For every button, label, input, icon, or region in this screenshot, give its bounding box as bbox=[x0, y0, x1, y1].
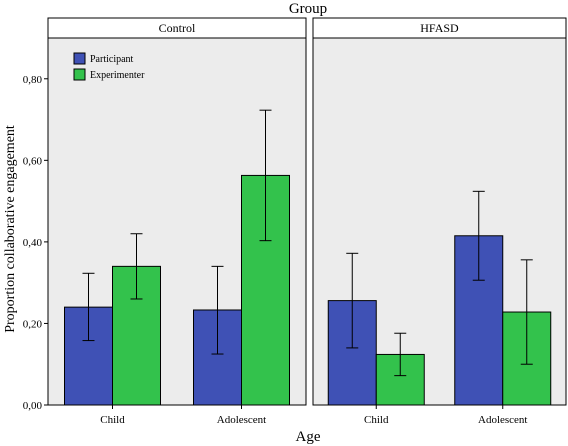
x-tick-label: Child bbox=[100, 414, 125, 426]
bar-participant bbox=[327, 300, 377, 406]
plot-area: 0,00 0,20 0,40 0,60 0,80 Control Child Adolesce… bbox=[23, 17, 567, 426]
x-tick-label: Child bbox=[364, 414, 389, 426]
y-tick-label: 0,60 bbox=[23, 155, 43, 167]
x-tick-label: Adolescent bbox=[217, 414, 266, 426]
legend-label: Experimenter bbox=[90, 70, 145, 81]
panel-title: Control bbox=[159, 21, 196, 35]
legend-swatch-experimenter bbox=[73, 68, 86, 81]
chart-title: Group bbox=[289, 1, 327, 17]
y-tick-label: 0,00 bbox=[23, 400, 43, 412]
legend-label: Participant bbox=[90, 54, 134, 65]
legend: Participant Experimenter bbox=[73, 52, 145, 81]
y-axis-label: Proportion collaborative engagement bbox=[3, 125, 18, 333]
x-axis-label: Age bbox=[296, 429, 321, 445]
panel-title: HFASD bbox=[420, 21, 459, 35]
y-tick-label: 0,20 bbox=[23, 318, 43, 330]
x-tick-label: Adolescent bbox=[478, 414, 527, 426]
legend-swatch-participant bbox=[73, 52, 86, 65]
y-tick-label: 0,80 bbox=[23, 74, 43, 86]
y-tick-label: 0,40 bbox=[23, 237, 43, 249]
